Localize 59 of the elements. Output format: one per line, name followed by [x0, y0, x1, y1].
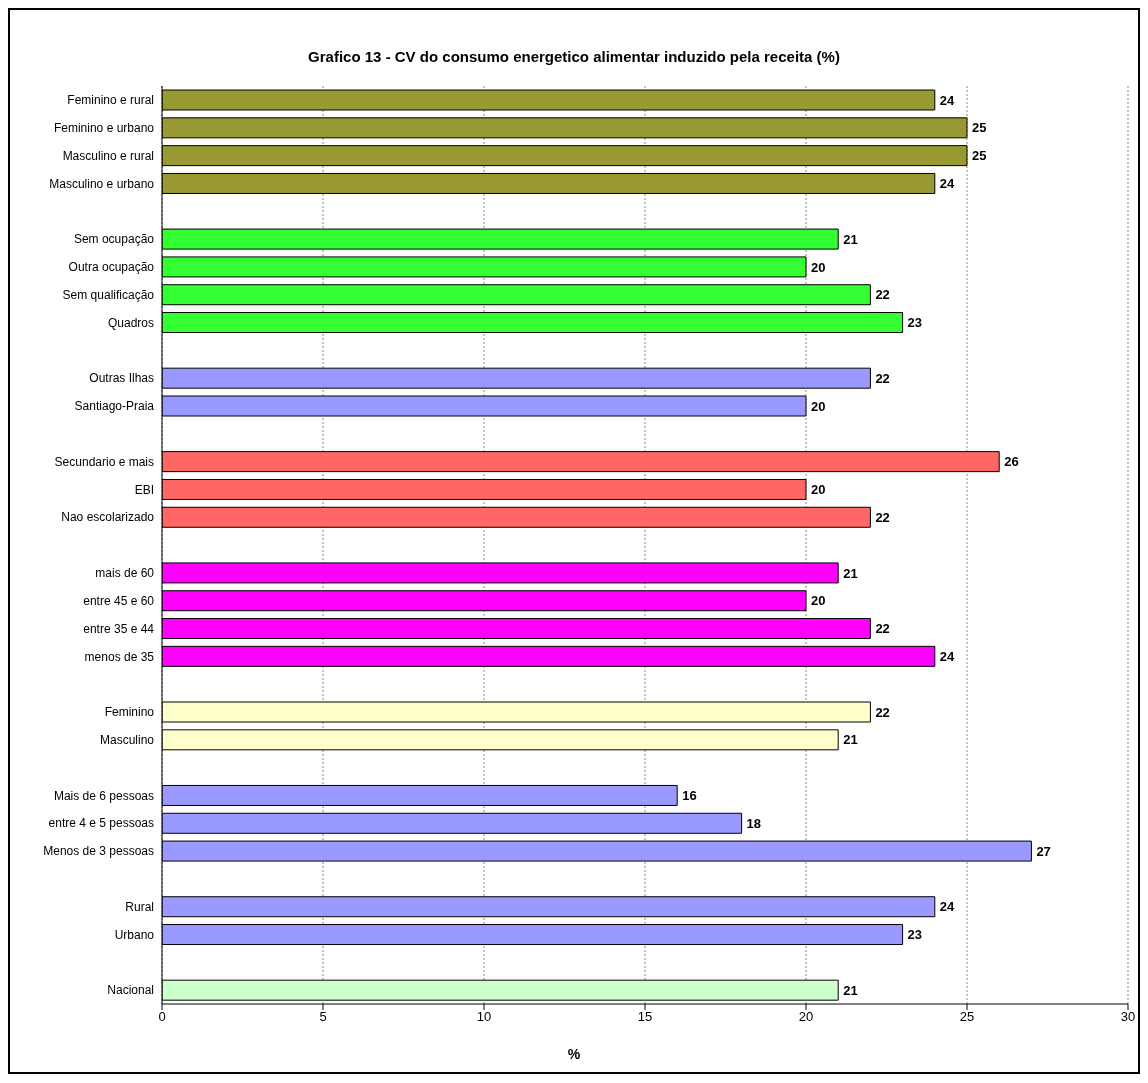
data-label: 20 — [811, 398, 826, 414]
data-label: 22 — [875, 287, 890, 303]
y-tick-label: Santiago-Praia — [74, 399, 155, 414]
y-tick-label: Feminino e urbano — [53, 120, 155, 135]
data-label: 20 — [811, 259, 826, 275]
y-tick-label: Masculino e rural — [62, 148, 154, 163]
y-tick-label: EBI — [134, 482, 154, 497]
y-tick-label: Feminino e rural — [67, 93, 154, 108]
x-tick-label: 5 — [319, 1009, 327, 1025]
y-tick-label: entre 35 e 44 — [83, 621, 155, 636]
y-tick-label: Rural — [125, 899, 154, 914]
y-tick-label: Secundario e mais — [54, 454, 154, 469]
data-label: 24 — [939, 176, 956, 192]
y-tick-label: Nacional — [107, 983, 154, 998]
y-tick-label: entre 45 e 60 — [83, 593, 155, 608]
data-label: 24 — [939, 648, 956, 664]
y-tick-label: Outras Ilhas — [89, 371, 154, 386]
data-label: 24 — [939, 899, 956, 915]
y-tick-label: Urbano — [114, 927, 155, 942]
y-tick-label: Menos de 3 pessoas — [43, 844, 154, 859]
chart-title: Grafico 13 - CV do consumo energetico alimentar induzido pela receita (%) — [307, 48, 841, 67]
data-label: 22 — [875, 509, 890, 525]
y-tick-label: Masculino — [99, 732, 155, 747]
y-tick-label: Masculino e urbano — [49, 176, 155, 191]
data-label: 22 — [875, 370, 890, 386]
data-label: 21 — [843, 732, 858, 748]
data-label: 20 — [811, 593, 826, 609]
y-tick-label: Sem ocupação — [73, 232, 155, 247]
x-axis-title: % — [566, 1046, 582, 1062]
data-label: 25 — [972, 148, 987, 164]
y-tick-label: entre 4 e 5 pessoas — [48, 816, 154, 831]
data-label: 21 — [843, 982, 858, 998]
y-tick-label: Mais de 6 pessoas — [53, 788, 154, 803]
x-tick-label: 25 — [959, 1009, 975, 1025]
y-tick-label: Outra ocupação — [68, 260, 155, 275]
x-tick-label: 15 — [637, 1009, 653, 1025]
data-label: 21 — [843, 231, 858, 247]
x-tick-label: 20 — [798, 1009, 814, 1025]
x-tick-label: 0 — [158, 1009, 166, 1025]
data-label: 26 — [1004, 454, 1019, 470]
data-label: 25 — [972, 120, 987, 136]
y-tick-label: Feminino — [104, 705, 155, 720]
data-label: 16 — [682, 788, 697, 804]
x-tick-label: 10 — [476, 1009, 492, 1025]
data-label: 22 — [875, 621, 890, 637]
data-label: 20 — [811, 482, 826, 498]
data-label: 18 — [746, 815, 762, 831]
data-label: 23 — [907, 927, 923, 943]
y-tick-label: Nao escolarizado — [61, 510, 155, 525]
y-tick-label: mais de 60 — [95, 566, 155, 581]
x-tick-label: 30 — [1120, 1009, 1136, 1025]
data-label: 21 — [843, 565, 858, 581]
data-label: 24 — [939, 92, 956, 108]
data-label: 27 — [1036, 843, 1051, 859]
y-tick-label: Sem qualificação — [62, 287, 155, 302]
y-tick-label: Quadros — [107, 315, 154, 330]
data-label: 23 — [907, 315, 923, 331]
y-tick-label: menos de 35 — [84, 649, 155, 664]
data-label: 22 — [875, 704, 890, 720]
